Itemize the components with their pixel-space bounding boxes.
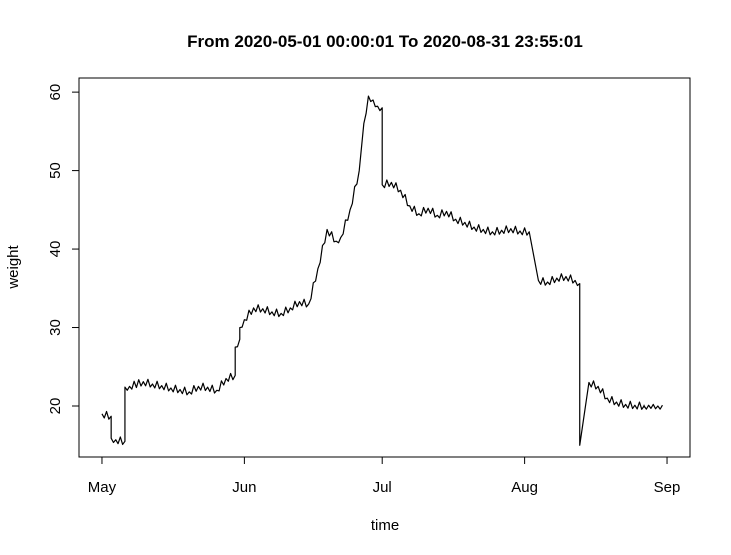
chart-title: From 2020-05-01 00:00:01 To 2020-08-31 2… <box>187 32 583 51</box>
y-tick-label: 50 <box>47 162 64 179</box>
x-tick-label: Sep <box>654 479 681 496</box>
series-line-weight <box>101 95 663 446</box>
x-tick-label: May <box>88 479 117 496</box>
x-axis: May Jun Jul Aug Sep <box>88 456 681 496</box>
y-axis: 20 30 40 50 60 <box>47 84 80 415</box>
x-tick-label: Jun <box>232 479 256 496</box>
y-tick-label: 30 <box>47 319 64 336</box>
x-tick-label: Jul <box>373 479 392 496</box>
y-tick-label: 20 <box>47 398 64 415</box>
y-tick-label: 60 <box>47 84 64 101</box>
plot-frame <box>78 77 691 458</box>
x-axis-label: time <box>371 517 399 534</box>
x-tick-label: Aug <box>511 479 538 496</box>
y-tick-label: 40 <box>47 241 64 258</box>
y-axis-label: weight <box>5 244 22 289</box>
